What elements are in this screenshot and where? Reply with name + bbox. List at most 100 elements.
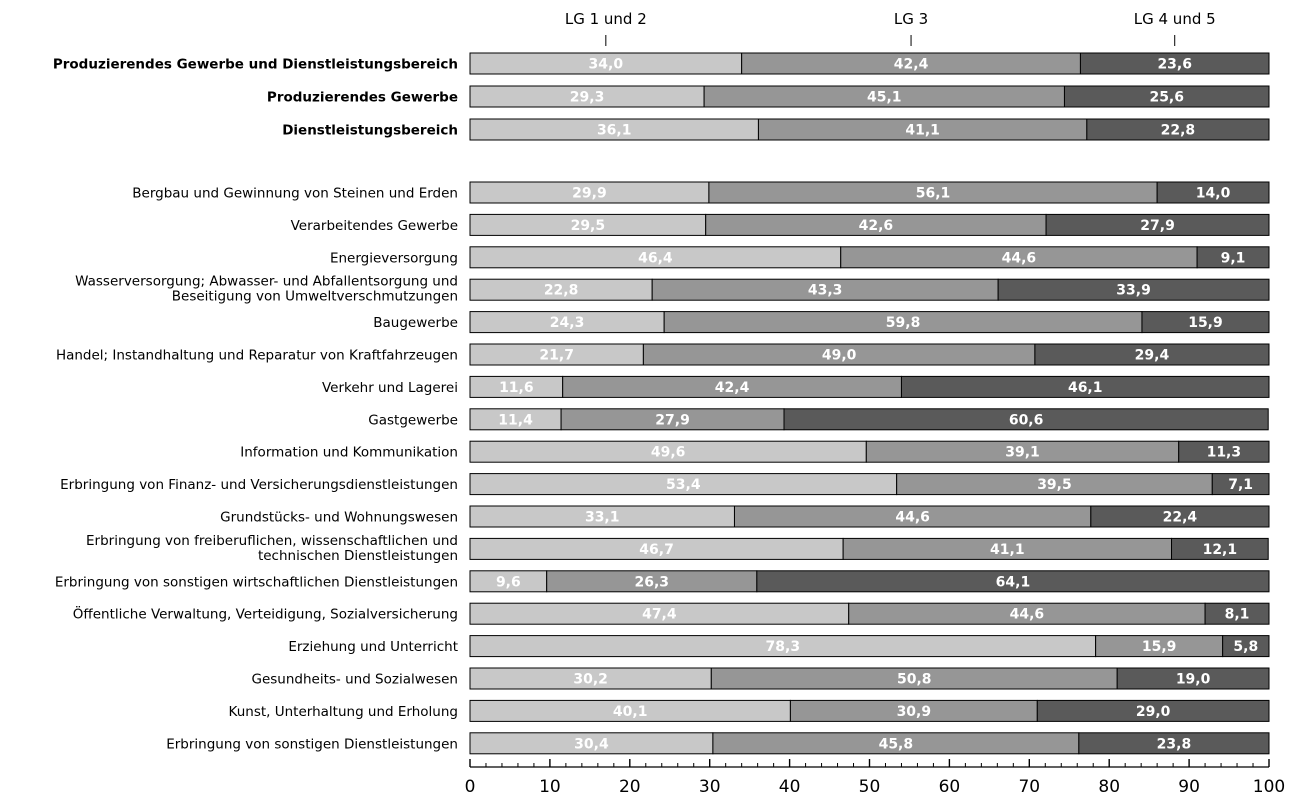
data-label: 24,3 xyxy=(550,315,585,331)
category-label: Bergbau und Gewinnung von Steinen und Er… xyxy=(132,186,458,202)
category-label: Erbringung von sonstigen wirtschaftliche… xyxy=(55,574,458,590)
data-label: 9,6 xyxy=(496,574,521,590)
category-label: Wasserversorgung; Abwasser- und Abfallen… xyxy=(75,274,458,290)
category-label: Erbringung von Finanz- und Versicherungs… xyxy=(60,477,458,493)
bar-segment xyxy=(1178,440,1270,463)
bar-segment xyxy=(1034,343,1270,366)
x-tick-label: 20 xyxy=(619,777,641,797)
data-label: 39,5 xyxy=(1037,477,1072,493)
data-label: 8,1 xyxy=(1225,607,1250,623)
data-label: 46,7 xyxy=(639,542,674,558)
data-label: 44,6 xyxy=(895,510,930,526)
bar-segment xyxy=(1196,246,1270,269)
data-label: 60,6 xyxy=(1009,412,1044,428)
category-label: Kunst, Unterhaltung und Erholung xyxy=(229,704,458,720)
data-label: 29,5 xyxy=(571,218,606,234)
bar-segment xyxy=(1141,311,1270,334)
bar-segment xyxy=(1090,505,1270,528)
bar-segment xyxy=(1116,667,1270,690)
bar-segment xyxy=(1045,213,1270,236)
category-label: Energieversorgung xyxy=(330,250,458,266)
bar-segment xyxy=(1171,537,1269,560)
legend-label-3: LG 4 und 5 xyxy=(1134,10,1216,28)
data-label: 46,1 xyxy=(1068,380,1103,396)
data-label: 7,1 xyxy=(1228,477,1253,493)
bar-segment xyxy=(1156,181,1270,204)
data-label: 42,6 xyxy=(859,218,894,234)
data-label: 30,2 xyxy=(573,672,608,688)
data-label: 5,8 xyxy=(1233,639,1258,655)
bar-segment xyxy=(756,570,1270,593)
data-label: 50,8 xyxy=(897,672,932,688)
category-label: Erziehung und Unterricht xyxy=(288,639,458,655)
data-label: 43,3 xyxy=(808,283,843,299)
data-label: 45,8 xyxy=(879,736,914,752)
bar-segment xyxy=(1204,602,1270,625)
x-tick-label: 90 xyxy=(1178,777,1200,797)
bar-segment xyxy=(1079,52,1270,75)
data-label: 27,9 xyxy=(1140,218,1175,234)
data-label: 56,1 xyxy=(916,186,951,202)
bars: 34,0 42,4 23,6 29,3 45,1 25,6 36,1 41,1 22,8 29,9… xyxy=(469,52,1270,755)
bar-segment xyxy=(1211,473,1270,496)
data-label: 39,1 xyxy=(1005,445,1040,461)
data-label: 11,6 xyxy=(499,380,534,396)
x-axis: 0 10 20 30 40 50 60 70 80 90 100 xyxy=(465,759,1285,797)
data-label: 12,1 xyxy=(1203,542,1238,558)
category-label: Gastgewerbe xyxy=(368,412,458,428)
category-label: Gesundheits- und Sozialwesen xyxy=(252,672,459,688)
data-label: 27,9 xyxy=(655,412,690,428)
data-label: 59,8 xyxy=(886,315,921,331)
category-label: Beseitigung von Umweltverschmutzungen xyxy=(172,289,458,305)
bar-segment xyxy=(783,408,1269,431)
legend-label-2: LG 3 xyxy=(894,10,928,28)
data-label: 29,0 xyxy=(1136,704,1171,720)
data-label: 15,9 xyxy=(1142,639,1177,655)
data-label: 29,3 xyxy=(570,90,605,106)
data-label: 29,9 xyxy=(572,186,607,202)
data-label: 45,1 xyxy=(867,90,902,106)
x-tick-label: 100 xyxy=(1253,777,1285,797)
x-tick-label: 10 xyxy=(539,777,561,797)
data-label: 46,4 xyxy=(638,250,673,266)
data-label: 49,0 xyxy=(822,348,857,364)
x-tick-label: 50 xyxy=(859,777,881,797)
x-tick-label: 80 xyxy=(1098,777,1120,797)
data-label: 41,1 xyxy=(990,542,1025,558)
category-label: Verarbeitendes Gewerbe xyxy=(291,218,458,234)
bar-segment xyxy=(900,375,1270,398)
data-label: 14,0 xyxy=(1196,186,1231,202)
bar-segment xyxy=(1086,118,1270,141)
x-tick-label: 0 xyxy=(465,777,476,797)
bar-segment xyxy=(997,278,1270,301)
data-label: 78,3 xyxy=(766,639,801,655)
data-label: 30,9 xyxy=(897,704,932,720)
data-label: 40,1 xyxy=(613,704,648,720)
category-label: Verkehr und Lagerei xyxy=(322,380,458,396)
data-label: 26,3 xyxy=(634,574,669,590)
data-label: 21,7 xyxy=(539,348,574,364)
data-label: 53,4 xyxy=(666,477,701,493)
bar-segment xyxy=(1222,635,1270,658)
data-label: 11,3 xyxy=(1207,445,1242,461)
x-tick-label: 40 xyxy=(779,777,801,797)
data-label: 30,4 xyxy=(574,736,609,752)
category-label: Baugewerbe xyxy=(373,315,458,331)
data-label: 44,6 xyxy=(1002,250,1037,266)
data-label: 29,4 xyxy=(1135,348,1170,364)
category-label: Produzierendes Gewerbe xyxy=(267,90,458,106)
bar-segment xyxy=(1036,699,1270,722)
category-labels: Produzierendes Gewerbe und Dienstleistun… xyxy=(53,57,458,753)
data-label: 25,6 xyxy=(1149,90,1184,106)
category-label: Erbringung von sonstigen Dienstleistunge… xyxy=(166,736,458,752)
category-label: Erbringung von freiberuflichen, wissensc… xyxy=(86,533,458,549)
data-label: 23,6 xyxy=(1157,57,1192,73)
category-label: Grundstücks- und Wohnungswesen xyxy=(220,510,458,526)
category-label: Handel; Instandhaltung und Reparatur von… xyxy=(56,348,458,364)
category-label: Produzierendes Gewerbe und Dienstleistun… xyxy=(53,57,458,73)
data-label: 36,1 xyxy=(597,123,632,139)
data-label: 42,4 xyxy=(894,57,929,73)
data-label: 15,9 xyxy=(1188,315,1223,331)
legend-label-1: LG 1 und 2 xyxy=(565,10,647,28)
